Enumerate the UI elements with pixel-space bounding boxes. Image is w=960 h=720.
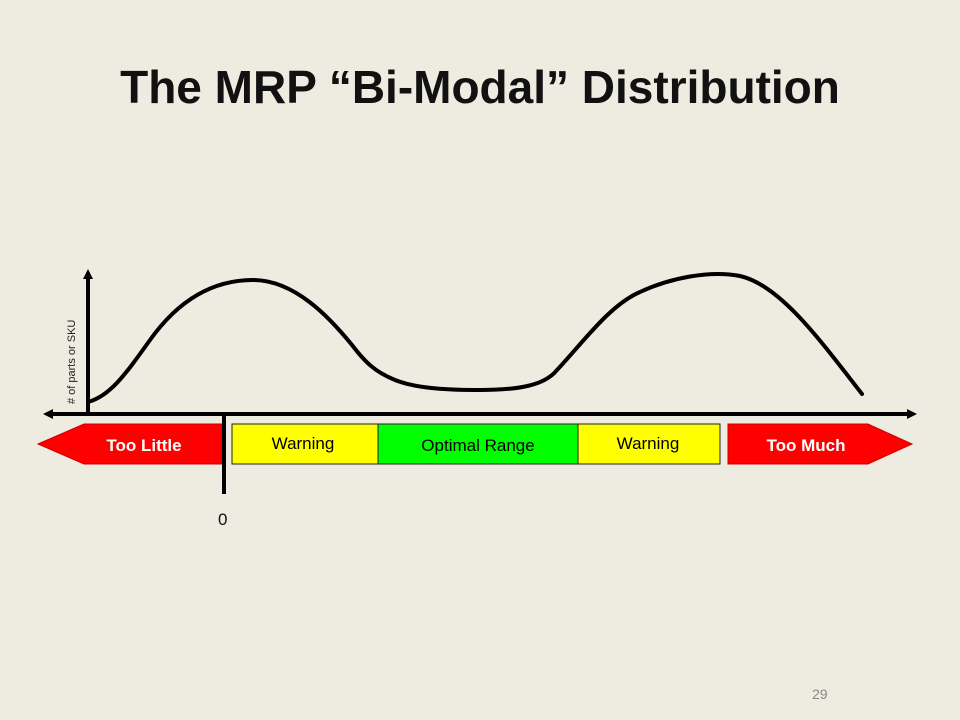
segment-label: Too Little [106,436,181,455]
segment-label: Warning [272,434,335,453]
segment-too-little: Too Little [36,423,223,465]
segment-warning-left: Warning [231,423,379,465]
segment-warning-right: Warning [577,423,721,465]
segment-label: Optimal Range [421,436,534,455]
segment-optimal-range: Optimal Range [377,423,579,465]
segment-too-much: Too Much [727,423,914,465]
segment-label: Warning [617,434,680,453]
y-axis-label: # of parts or SKU [66,320,78,404]
zero-label: 0 [218,510,227,529]
page-number: 29 [812,686,828,702]
slide-title: The MRP “Bi-Modal” Distribution [120,61,840,113]
segment-label: Too Much [767,436,846,455]
distribution-curve [86,272,864,404]
